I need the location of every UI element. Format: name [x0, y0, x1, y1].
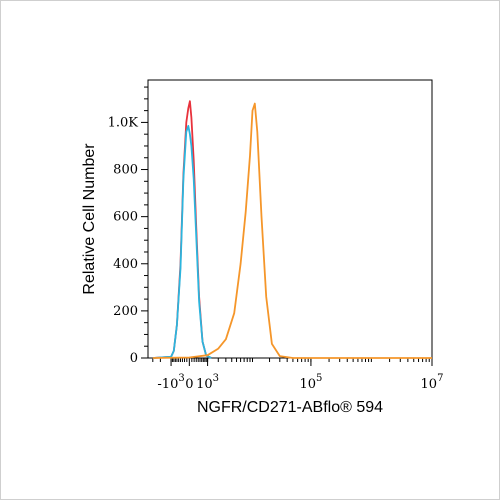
histogram-series-2 [152, 125, 212, 359]
y-tick-label: 600 [113, 210, 138, 225]
x-tick-label: 103 [196, 373, 219, 392]
y-tick-label: 800 [113, 163, 138, 178]
y-axis-title: Relative Cell Number [81, 143, 98, 295]
x-tick-label: -103 [157, 373, 184, 392]
plot-border [147, 79, 433, 359]
y-tick-label: 0 [130, 351, 138, 366]
histogram-curves [152, 100, 432, 359]
y-axis: 0 200 400 600 800 1.0K [108, 86, 148, 366]
x-tick-label: 105 [299, 373, 322, 392]
plot-area [147, 79, 433, 359]
x-tick-label: 0 [185, 377, 193, 392]
x-axis-title: NGFR/CD271-ABflo® 594 [197, 399, 383, 416]
y-tick-label: 1.0K [108, 115, 139, 130]
histogram-series-3 [152, 102, 432, 359]
y-tick-label: 400 [113, 257, 138, 272]
y-tick-label: 200 [113, 304, 138, 319]
x-tick-label: 107 [421, 373, 444, 392]
x-axis: -103 0 103 105 107 [152, 358, 444, 392]
